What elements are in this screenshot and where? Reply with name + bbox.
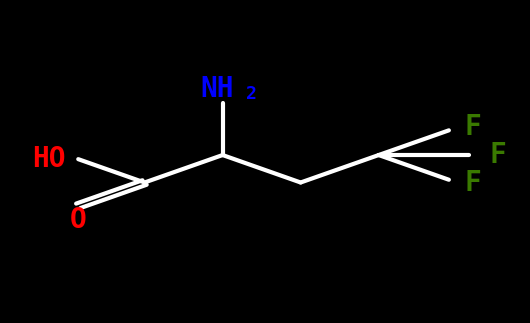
- Text: 2: 2: [246, 85, 257, 103]
- Text: F: F: [464, 113, 481, 141]
- Text: F: F: [490, 141, 506, 169]
- Text: NH: NH: [200, 75, 234, 103]
- Text: F: F: [464, 169, 481, 197]
- Text: O: O: [70, 206, 86, 234]
- Text: HO: HO: [32, 145, 66, 173]
